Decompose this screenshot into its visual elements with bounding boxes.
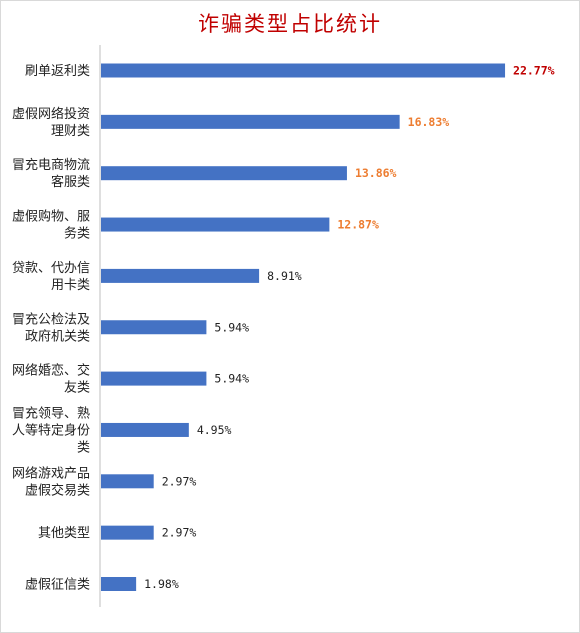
bar (101, 577, 137, 591)
category-label: 客服类 (51, 174, 90, 190)
category-label: 冒充公检法及 (12, 311, 90, 327)
category-label: 政府机关类 (25, 329, 90, 344)
category-label: 贷款、代办信 (12, 261, 90, 276)
bar (101, 166, 347, 181)
bar (101, 217, 330, 232)
data-label: 2.97% (162, 474, 197, 488)
bar (101, 320, 207, 335)
data-label: 1.98% (144, 577, 179, 591)
data-label: 16.83% (408, 115, 450, 129)
data-label: 5.94% (214, 320, 249, 334)
data-label: 8.91% (267, 269, 302, 283)
category-label: 务类 (64, 226, 90, 242)
category-label: 网络游戏产品 (12, 465, 90, 481)
category-label: 友类 (64, 380, 90, 396)
category-label: 人等特定身份 (12, 422, 90, 438)
bar (101, 63, 506, 78)
data-label: 13.86% (355, 166, 397, 180)
bar (101, 525, 154, 540)
category-label: 网络婚恋、交 (12, 363, 90, 379)
category-label: 冒充电商物流 (12, 157, 90, 173)
bar (101, 114, 400, 129)
category-label: 虚假征信类 (25, 578, 90, 593)
category-label: 类 (77, 440, 90, 455)
category-label: 刷单返利类 (25, 64, 90, 79)
category-label: 理财类 (51, 124, 90, 139)
bar (101, 268, 260, 283)
data-label: 2.97% (162, 526, 197, 540)
category-label: 其他类型 (38, 526, 90, 541)
chart-title: 诈骗类型占比统计 (198, 12, 382, 36)
bar (101, 422, 189, 437)
category-label: 冒充领导、熟 (12, 405, 90, 421)
data-label: 5.94% (214, 372, 249, 386)
bar (101, 371, 207, 386)
category-label: 虚假购物、服 (12, 209, 90, 225)
category-label: 用卡类 (51, 278, 90, 293)
bar (101, 474, 154, 489)
data-label: 12.87% (337, 218, 379, 232)
category-label: 虚假交易类 (25, 482, 90, 498)
category-label: 虚假网络投资 (12, 106, 90, 122)
data-label: 22.77% (513, 64, 555, 78)
data-label: 4.95% (197, 423, 232, 437)
